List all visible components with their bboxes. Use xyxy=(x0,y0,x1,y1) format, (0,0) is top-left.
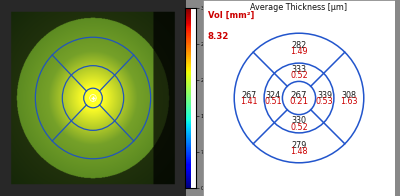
Text: 330: 330 xyxy=(292,116,306,125)
Text: 267: 267 xyxy=(291,91,307,100)
Text: Average Thickness [µm]: Average Thickness [µm] xyxy=(250,3,348,12)
Text: 339: 339 xyxy=(317,91,332,100)
Text: 0.51: 0.51 xyxy=(264,97,282,106)
Text: Vol [mm²]: Vol [mm²] xyxy=(208,11,254,20)
Text: 0.53: 0.53 xyxy=(316,97,334,106)
Text: 282: 282 xyxy=(291,41,307,50)
Text: 0.52: 0.52 xyxy=(290,123,308,132)
Text: 324: 324 xyxy=(266,91,281,100)
Text: 1.63: 1.63 xyxy=(340,97,358,106)
Text: 333: 333 xyxy=(292,65,306,74)
Text: 0.21: 0.21 xyxy=(290,97,308,106)
Text: 0.52: 0.52 xyxy=(290,71,308,80)
Text: 1.41: 1.41 xyxy=(240,97,258,106)
Text: 8.32: 8.32 xyxy=(208,32,229,41)
Text: 1.48: 1.48 xyxy=(290,147,308,156)
Text: 1.49: 1.49 xyxy=(290,47,308,56)
Text: 267: 267 xyxy=(242,91,257,100)
Text: 279: 279 xyxy=(291,141,307,150)
Text: 308: 308 xyxy=(341,91,356,100)
